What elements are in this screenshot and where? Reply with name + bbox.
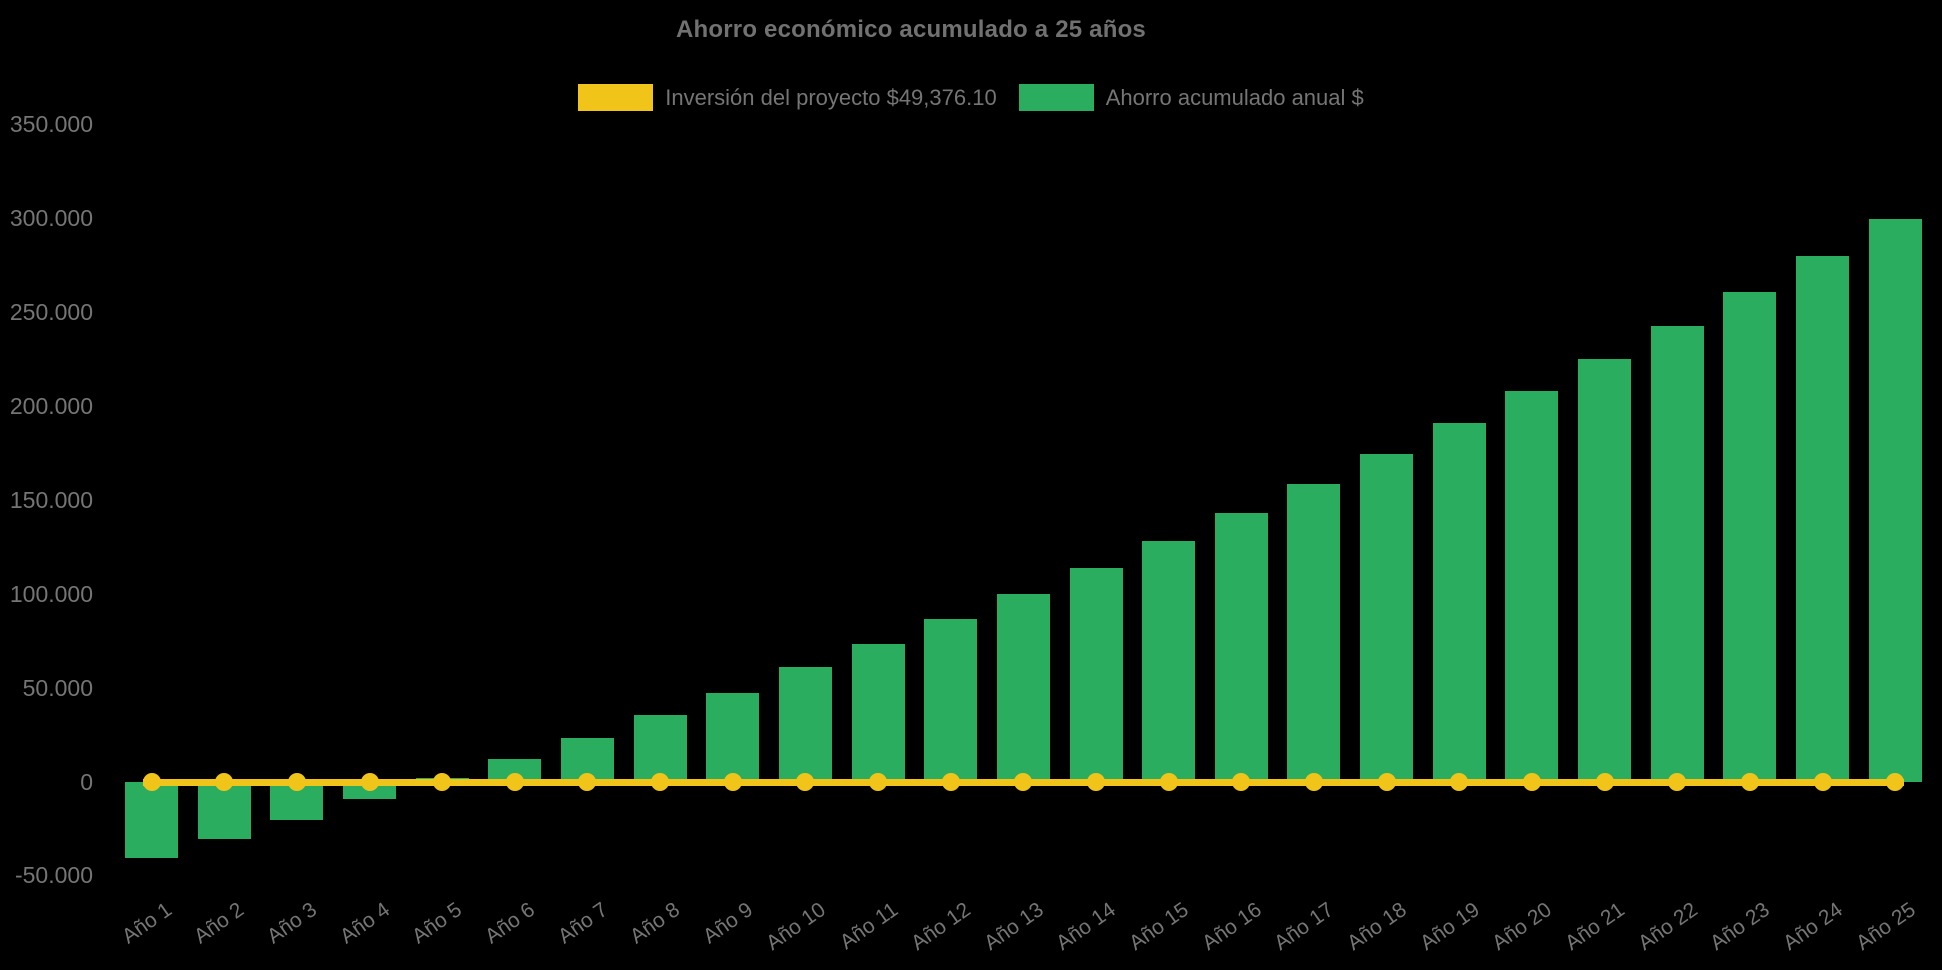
bar-año-22 (1650, 325, 1704, 782)
bar-año-25 (1868, 218, 1922, 782)
line-point-año-21 (1595, 773, 1614, 791)
line-point-año-6 (505, 773, 524, 791)
x-tick-label: Año 16 (1197, 898, 1266, 956)
line-point-año-20 (1522, 773, 1541, 791)
bar-año-23 (1723, 291, 1777, 782)
line-point-año-12 (941, 773, 960, 791)
bar-año-11 (851, 644, 905, 782)
bar-año-10 (778, 667, 832, 782)
line-point-año-16 (1232, 773, 1251, 791)
x-tick-label: Año 5 (408, 898, 467, 949)
legend: Inversión del proyecto $49,376.10 Ahorro… (0, 84, 1942, 111)
line-point-año-24 (1813, 773, 1832, 791)
bar-año-13 (996, 594, 1050, 782)
x-tick-label: Año 12 (907, 898, 975, 956)
x-tick-label: Año 14 (1052, 898, 1121, 956)
bar-año-16 (1214, 512, 1268, 782)
x-tick-label: Año 18 (1343, 898, 1411, 956)
y-tick-label: 100.000 (9, 580, 93, 607)
legend-item-investment: Inversión del proyecto $49,376.10 (578, 84, 997, 111)
x-tick-label: Año 3 (262, 898, 322, 949)
x-tick-label: Año 24 (1778, 898, 1847, 956)
x-tick-label: Año 23 (1706, 898, 1775, 956)
bar-año-12 (924, 618, 978, 782)
x-tick-label: Año 19 (1415, 898, 1484, 956)
y-tick-label: 200.000 (9, 392, 93, 419)
bar-año-8 (633, 715, 687, 782)
line-point-año-2 (215, 773, 234, 791)
legend-swatch-savings (1018, 84, 1094, 111)
bar-año-19 (1432, 423, 1486, 782)
x-tick-label: Año 2 (190, 898, 249, 949)
bar-año-20 (1505, 391, 1559, 782)
y-tick-label: -50.000 (14, 862, 93, 889)
x-tick-label: Año 10 (761, 898, 830, 956)
x-tick-label: Año 21 (1560, 898, 1629, 956)
legend-item-savings: Ahorro acumulado anual $ (1018, 84, 1364, 111)
x-tick-label: Año 20 (1488, 898, 1557, 956)
line-point-año-10 (796, 773, 815, 791)
legend-label-savings: Ahorro acumulado anual $ (1105, 84, 1364, 110)
line-point-año-8 (651, 773, 670, 791)
x-tick-label: Año 7 (553, 898, 612, 949)
legend-swatch-investment (578, 84, 654, 111)
line-point-año-15 (1159, 773, 1178, 791)
line-point-año-23 (1740, 773, 1759, 791)
line-point-año-9 (723, 773, 742, 791)
line-point-año-5 (433, 773, 452, 791)
line-point-año-22 (1668, 773, 1687, 791)
x-tick-label: Año 11 (835, 898, 903, 955)
y-tick-label: 300.000 (9, 205, 93, 232)
x-tick-label: Año 8 (626, 898, 685, 949)
legend-label-investment: Inversión del proyecto $49,376.10 (665, 84, 997, 110)
y-tick-label: 350.000 (9, 111, 93, 138)
bar-año-14 (1069, 567, 1123, 782)
x-tick-label: Año 15 (1125, 898, 1193, 956)
bar-año-2 (197, 782, 251, 840)
x-tick-label: Año 6 (480, 898, 539, 949)
x-tick-label: Año 17 (1270, 898, 1339, 956)
x-tick-label: Año 25 (1851, 898, 1920, 956)
bar-año-9 (706, 692, 760, 782)
x-tick-label: Año 13 (979, 898, 1048, 956)
bar-año-6 (488, 758, 542, 782)
bar-año-1 (125, 782, 178, 859)
bar-año-15 (1142, 540, 1196, 782)
y-tick-label: 150.000 (9, 486, 93, 513)
x-tick-label: Año 22 (1633, 898, 1702, 956)
line-point-año-11 (869, 773, 887, 791)
x-tick-label: Año 4 (335, 898, 394, 949)
line-point-año-18 (1377, 773, 1396, 791)
line-point-año-1 (142, 773, 161, 791)
line-point-año-19 (1450, 773, 1469, 791)
line-point-año-25 (1886, 773, 1905, 791)
y-tick-label: 50.000 (22, 674, 93, 701)
bar-año-24 (1796, 256, 1849, 782)
line-point-año-13 (1014, 773, 1033, 791)
x-tick-label: Año 9 (698, 898, 757, 949)
bar-año-21 (1578, 359, 1631, 782)
bar-año-18 (1360, 454, 1414, 782)
line-point-año-7 (578, 773, 597, 791)
y-tick-label: 0 (80, 768, 93, 795)
line-point-año-4 (360, 773, 379, 791)
chart-title: Ahorro económico acumulado a 25 años (676, 16, 1146, 43)
line-point-año-3 (287, 773, 306, 791)
line-point-año-17 (1304, 773, 1323, 791)
x-tick-label: Año 1 (117, 898, 176, 949)
line-point-año-14 (1087, 773, 1105, 791)
y-tick-label: 250.000 (9, 299, 93, 325)
bar-año-17 (1287, 484, 1341, 782)
